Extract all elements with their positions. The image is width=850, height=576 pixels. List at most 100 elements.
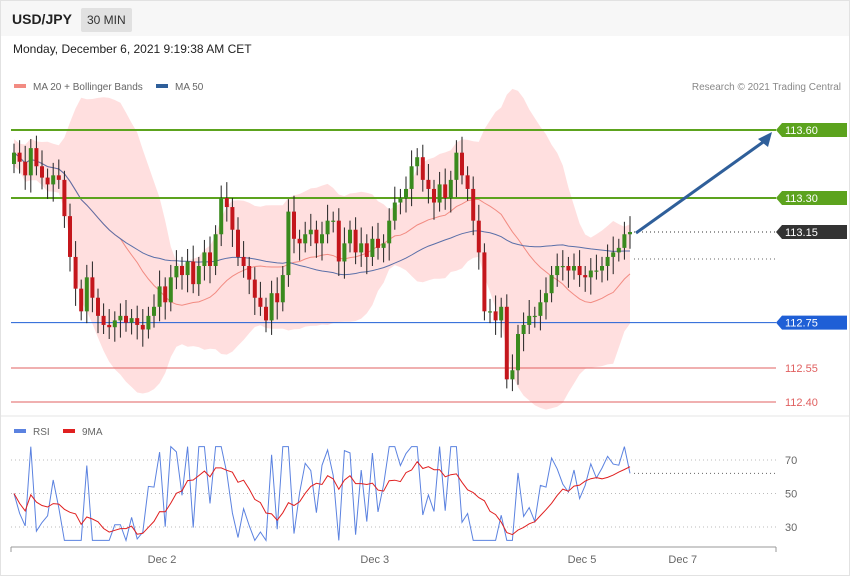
candle-19 xyxy=(118,315,123,321)
levels: 113.60 113.30 113.15 112.75 112.55 112.40 xyxy=(11,123,847,409)
rsi-ma-line xyxy=(13,460,631,536)
candle-76 xyxy=(437,184,442,203)
level-tag-2 xyxy=(776,225,847,240)
candle-33 xyxy=(196,266,201,285)
candle-29 xyxy=(174,266,179,278)
candle-96 xyxy=(549,275,554,294)
candle-57 xyxy=(331,220,336,222)
forecast-arrow xyxy=(635,132,772,235)
candle-65 xyxy=(376,238,380,248)
level-label-1: 113.30 xyxy=(785,193,818,205)
candle-51 xyxy=(297,238,302,244)
legend: MA 20 + Bollinger Bands MA 50 Research ©… xyxy=(14,82,841,93)
candle-80 xyxy=(460,152,464,176)
candle-88 xyxy=(504,306,509,380)
legend-ma20: MA 20 + Bollinger Bands xyxy=(33,82,143,93)
candle-16 xyxy=(101,315,106,325)
legend-ma50: MA 50 xyxy=(175,82,204,93)
candle-92 xyxy=(527,315,532,325)
x-tick-label-0: Dec 2 xyxy=(148,554,177,566)
candle-94 xyxy=(538,302,543,316)
candle-26 xyxy=(157,286,162,307)
candle-17 xyxy=(107,324,112,328)
candle-64 xyxy=(370,238,375,257)
candle-13 xyxy=(84,277,89,312)
candle-99 xyxy=(566,266,571,271)
candle-27 xyxy=(163,286,168,303)
legend-swatch-ma50 xyxy=(156,84,168,88)
candle-58 xyxy=(336,220,341,262)
candle-79 xyxy=(454,152,459,180)
candle-108 xyxy=(616,247,621,253)
candle-42 xyxy=(247,266,252,280)
candle-54 xyxy=(314,229,319,244)
candle-87 xyxy=(499,306,504,321)
candle-35 xyxy=(208,252,212,267)
candle-46 xyxy=(269,293,274,321)
candle-14 xyxy=(90,277,95,298)
candle-67 xyxy=(387,220,392,244)
candle-6 xyxy=(45,177,50,185)
candle-110 xyxy=(628,232,632,235)
candle-23 xyxy=(140,324,145,330)
candle-97 xyxy=(555,266,560,276)
level-label-2: 113.15 xyxy=(785,227,818,239)
candle-24 xyxy=(146,315,151,330)
timeframe-tab[interactable]: 30 MIN xyxy=(81,8,132,32)
candle-84 xyxy=(482,252,487,312)
candle-40 xyxy=(236,229,240,257)
candle-39 xyxy=(230,207,235,230)
candle-5 xyxy=(40,166,44,178)
candle-25 xyxy=(152,306,156,316)
candle-73 xyxy=(420,157,425,180)
candle-15 xyxy=(96,297,100,316)
rsi-tick-2: 70 xyxy=(785,455,797,467)
rsi-tick-1: 50 xyxy=(785,489,797,501)
candle-74 xyxy=(426,179,431,189)
candle-0 xyxy=(12,152,16,165)
x-tick-label-3: Dec 7 xyxy=(668,554,697,566)
candle-8 xyxy=(56,175,61,180)
candle-18 xyxy=(112,320,117,328)
candle-63 xyxy=(364,243,369,257)
candle-28 xyxy=(168,277,173,303)
candle-90 xyxy=(516,334,520,371)
legend-swatch-rsi xyxy=(14,429,26,433)
candle-12 xyxy=(79,288,84,312)
candle-9 xyxy=(62,179,67,217)
candle-47 xyxy=(275,293,280,303)
candle-86 xyxy=(493,311,498,321)
candle-56 xyxy=(325,220,330,235)
candle-107 xyxy=(611,252,616,257)
candle-45 xyxy=(264,306,268,321)
candle-98 xyxy=(560,266,565,268)
candle-21 xyxy=(129,318,134,323)
forecast-arrow-head xyxy=(758,132,772,147)
candle-101 xyxy=(577,266,582,276)
candle-77 xyxy=(443,184,448,199)
level-tag-3 xyxy=(776,315,847,330)
candle-38 xyxy=(224,198,229,208)
candle-89 xyxy=(510,370,515,380)
candle-2 xyxy=(23,161,28,176)
x-tick-label-1: Dec 3 xyxy=(360,554,389,566)
legend-rsi: RSI xyxy=(33,427,50,438)
candle-78 xyxy=(448,179,453,199)
candle-59 xyxy=(342,243,347,262)
candle-36 xyxy=(213,234,218,267)
credit: Research © 2021 Trading Central xyxy=(692,82,841,93)
candle-31 xyxy=(185,261,190,276)
candle-37 xyxy=(219,198,224,235)
candle-75 xyxy=(432,188,436,203)
legend-swatch-rsi-ma xyxy=(63,429,75,433)
candle-4 xyxy=(34,148,39,167)
legend-rsi-ma: 9MA xyxy=(82,427,103,438)
rsi-tick-0: 30 xyxy=(785,522,797,534)
candle-71 xyxy=(409,166,414,189)
candle-30 xyxy=(180,266,184,276)
symbol-title: USD/JPY xyxy=(12,11,72,27)
candle-93 xyxy=(532,315,537,318)
candle-20 xyxy=(124,315,128,323)
level-label-0: 113.60 xyxy=(785,125,818,137)
